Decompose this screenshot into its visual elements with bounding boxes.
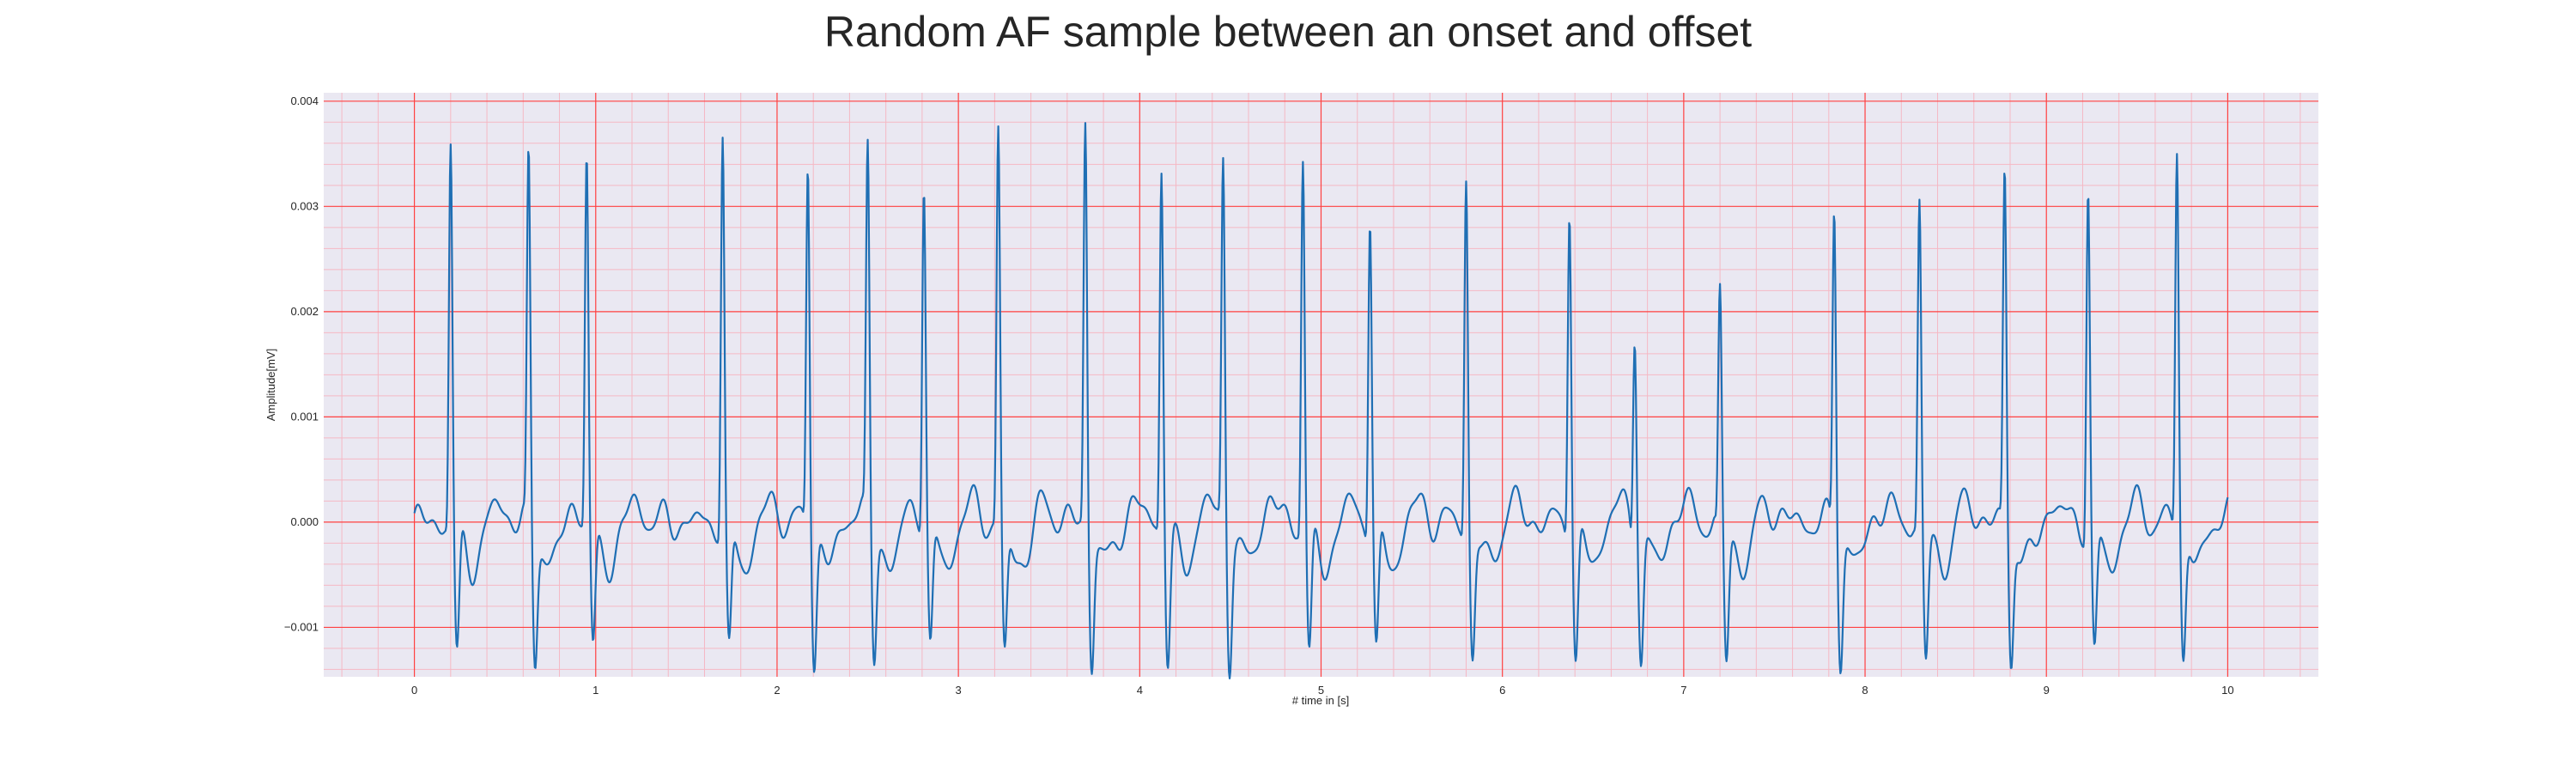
- x-tick-label: 10: [2221, 684, 2233, 697]
- x-tick-label: 9: [2044, 684, 2050, 697]
- x-tick-label: 0: [411, 684, 417, 697]
- y-tick-label: −0.001: [284, 620, 319, 633]
- x-tick-label: 5: [1318, 684, 1324, 697]
- y-tick-label: 0.002: [290, 305, 319, 318]
- x-tick-label: 8: [1862, 684, 1868, 697]
- x-tick-label: 4: [1137, 684, 1143, 697]
- y-tick-label: 0.004: [290, 94, 319, 107]
- x-tick-label: 6: [1499, 684, 1505, 697]
- y-axis-ticks: −0.001 0.000 0.001 0.002 0.003 0.004: [284, 94, 319, 634]
- y-tick-label: 0.001: [290, 410, 319, 423]
- x-tick-label: 2: [774, 684, 780, 697]
- x-tick-label: 1: [592, 684, 598, 697]
- x-axis-label: # time in [s]: [1292, 694, 1349, 707]
- y-axis-label: Amplitude[mV]: [264, 349, 277, 422]
- ecg-series-line: [413, 122, 2229, 679]
- x-axis-ticks: 0 1 2 3 4 5 6 7 8 9 10: [411, 684, 2234, 697]
- x-tick-label: 3: [956, 684, 962, 697]
- chart-title: Random AF sample between an onset and of…: [823, 8, 1753, 56]
- x-tick-label: 7: [1680, 684, 1686, 697]
- y-tick-label: 0.003: [290, 199, 319, 212]
- y-tick-label: 0.000: [290, 515, 319, 528]
